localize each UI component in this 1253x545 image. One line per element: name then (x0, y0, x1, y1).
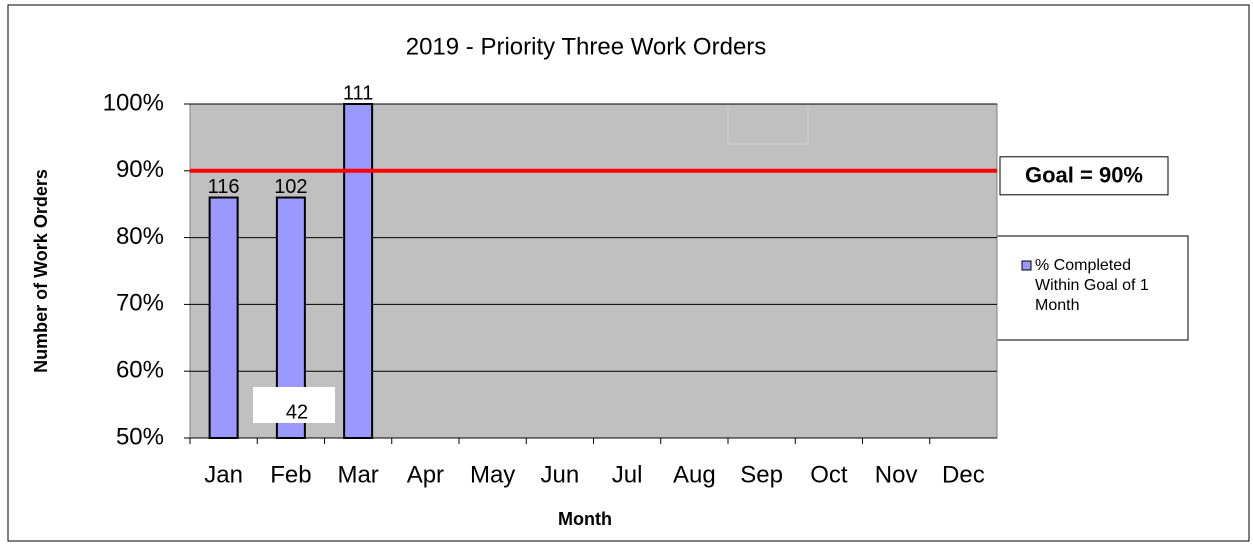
y-tick-label: 60% (116, 357, 164, 384)
y-tick-label: 50% (116, 423, 164, 450)
x-tick-label: Feb (270, 461, 311, 488)
x-tick-label: Mar (337, 461, 378, 488)
bar (208, 196, 239, 439)
x-axis-label: Month (558, 509, 612, 529)
x-tick-label: Jun (541, 461, 580, 488)
data-label: 111 (343, 82, 373, 104)
legend-swatch (1021, 260, 1032, 271)
bar (343, 103, 374, 439)
x-tick-label: Dec (942, 461, 985, 488)
y-axis-label: Number of Work Orders (31, 169, 51, 373)
annotation: 42 (286, 401, 308, 423)
x-tick-label: Jul (612, 461, 643, 488)
x-tick-label: Aug (673, 461, 716, 488)
data-label: 102 (274, 176, 307, 198)
data-label: 116 (208, 176, 240, 198)
legend-label: % Completed Within Goal of 1 Month (1035, 257, 1149, 314)
x-tick-label: Sep (740, 461, 783, 488)
x-tick-label: Oct (810, 461, 848, 488)
x-tick-label: Jan (204, 461, 243, 488)
y-tick-label: 70% (116, 290, 164, 317)
x-tick-label: Apr (407, 461, 444, 488)
y-tick-label: 80% (116, 223, 164, 250)
annotation-box (253, 387, 335, 423)
x-tick-label: Nov (875, 461, 918, 488)
chart-title: 2019 - Priority Three Work Orders (406, 33, 767, 60)
goal-label: Goal = 90% (1025, 163, 1143, 188)
goal-box (999, 156, 1169, 196)
plot-background (189, 103, 998, 439)
y-tick-label: 90% (116, 156, 164, 183)
y-tick-label: 100% (103, 89, 164, 116)
x-tick-label: May (470, 461, 515, 488)
